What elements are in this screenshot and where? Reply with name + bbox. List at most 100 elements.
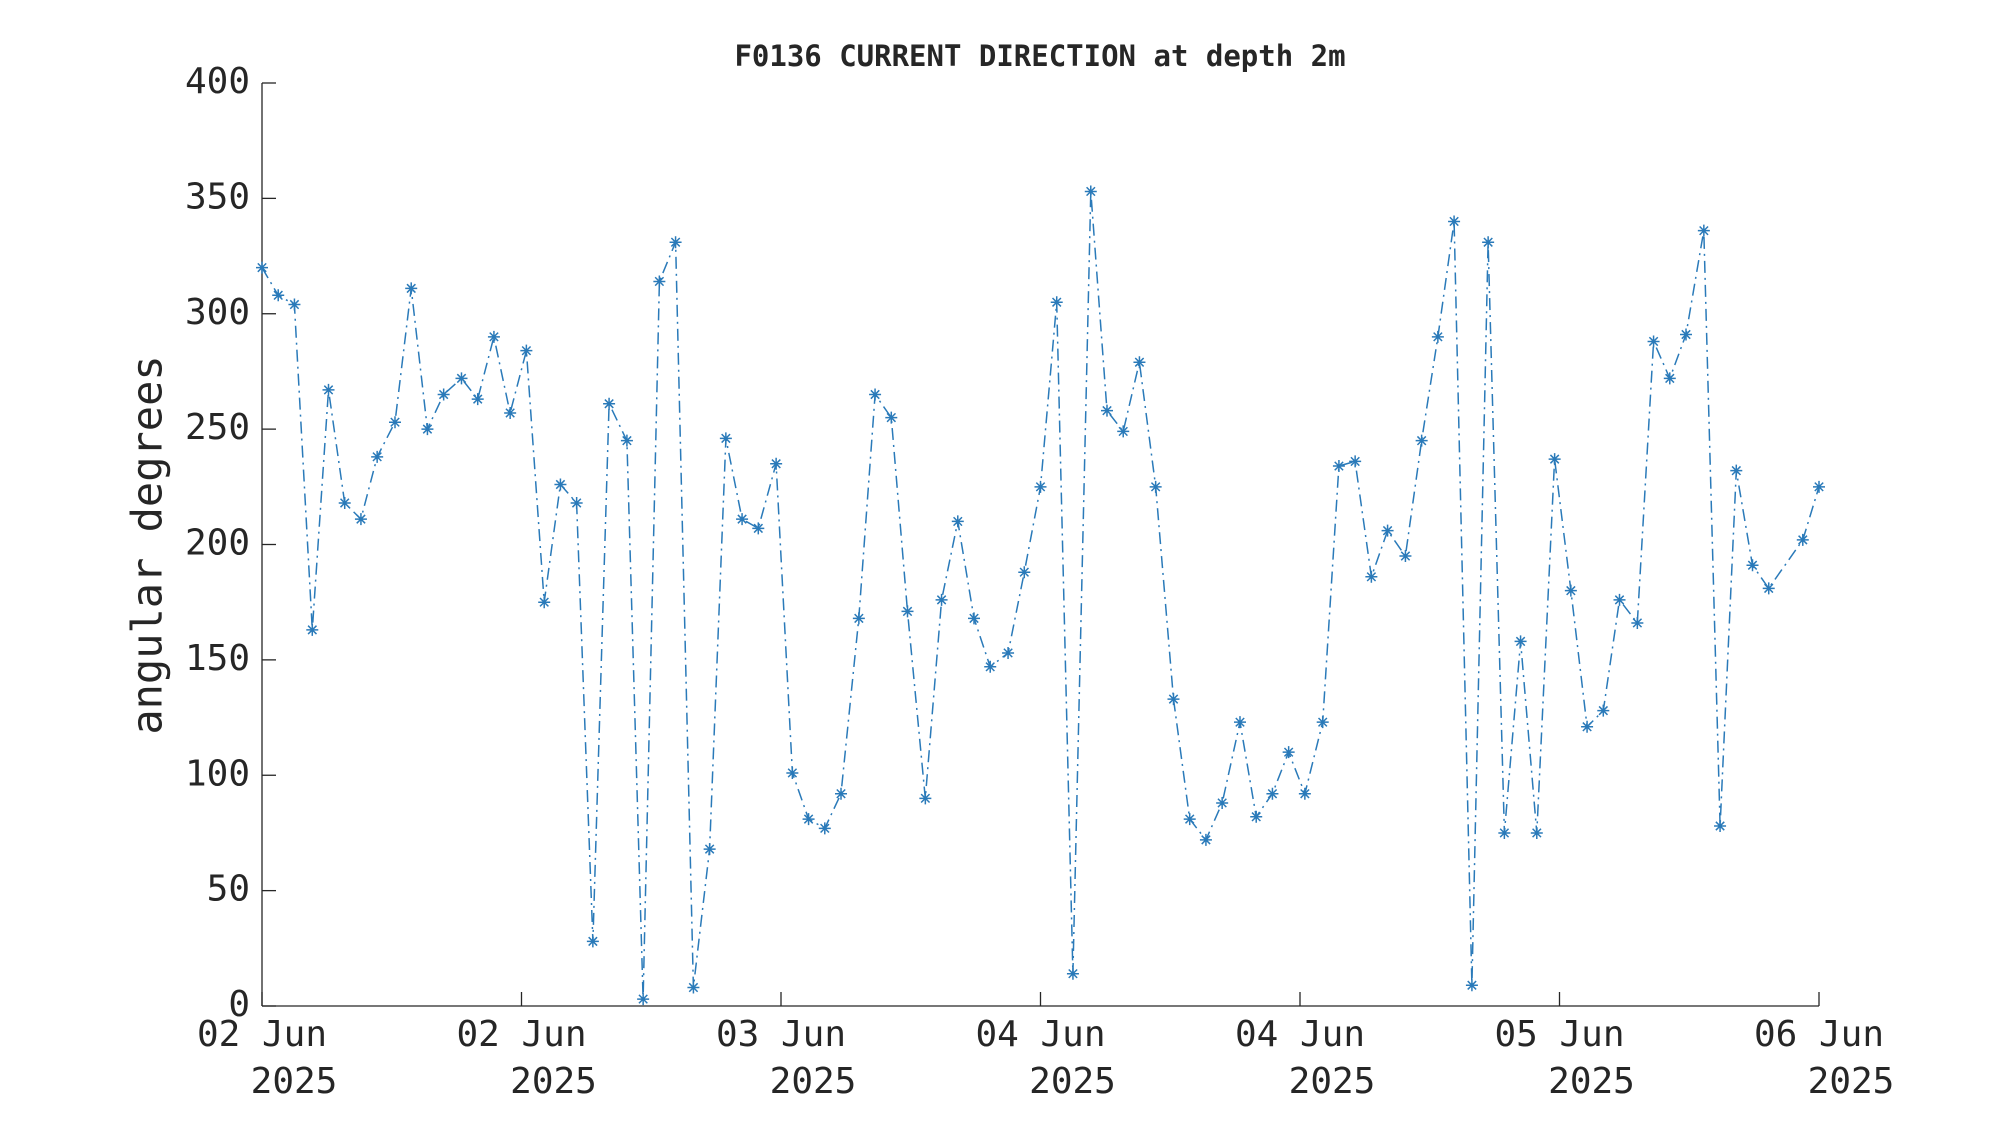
data-marker: [1084, 185, 1097, 198]
y-tick-label: 0: [228, 984, 250, 1025]
data-marker: [669, 236, 682, 249]
data-marker: [570, 496, 583, 509]
data-marker: [1183, 813, 1196, 826]
data-marker: [1216, 796, 1229, 809]
data-marker: [786, 766, 799, 779]
data-marker: [1813, 480, 1825, 493]
x-tick-label-line: 02 Jun: [197, 1014, 327, 1055]
data-marker: [1647, 335, 1660, 348]
data-marker: [1316, 716, 1329, 729]
data-marker: [1167, 693, 1180, 706]
data-marker: [1415, 434, 1428, 447]
data-marker: [869, 388, 882, 401]
data-marker: [703, 843, 716, 856]
data-marker: [1514, 635, 1527, 648]
data-marker: [1149, 480, 1162, 493]
data-marker: [637, 993, 650, 1006]
y-tick-label: 400: [185, 61, 250, 102]
y-axis-label: angular degrees: [123, 355, 172, 734]
data-marker: [852, 612, 865, 625]
data-marker: [322, 383, 335, 396]
data-marker: [1746, 559, 1759, 572]
data-marker: [968, 612, 981, 625]
data-marker: [504, 406, 517, 419]
data-marker: [1266, 787, 1279, 800]
data-marker: [719, 432, 732, 445]
data-marker: [802, 813, 815, 826]
data-marker: [1482, 236, 1495, 249]
data-marker: [1465, 979, 1478, 992]
data-marker: [818, 822, 831, 835]
x-tick-label-line: 06 Jun: [1754, 1014, 1884, 1055]
data-marker: [1530, 826, 1543, 839]
data-marker: [603, 397, 616, 410]
data-marker: [1250, 810, 1263, 823]
data-marker: [885, 411, 898, 424]
x-tick-label: 04 Jun 2025: [1235, 1014, 1375, 1102]
y-tick-label: 50: [207, 869, 250, 910]
data-marker: [1730, 464, 1743, 477]
data-marker: [388, 416, 401, 429]
x-tick-label-line: 05 Jun: [1494, 1014, 1624, 1055]
y-tick-label: 300: [185, 292, 250, 333]
data-marker: [338, 496, 351, 509]
x-tick-label-line: 2025: [1289, 1061, 1376, 1102]
data-marker: [487, 330, 500, 343]
data-marker: [1282, 746, 1295, 759]
data-marker: [1066, 967, 1079, 980]
data-marker: [901, 605, 914, 618]
data-marker: [1714, 820, 1727, 833]
data-marker: [1349, 455, 1362, 468]
data-marker: [919, 792, 932, 805]
data-marker: [1034, 480, 1047, 493]
data-marker: [1663, 372, 1676, 385]
x-tick-label-line: 2025: [770, 1061, 857, 1102]
data-marker: [1365, 570, 1378, 583]
data-marker: [421, 423, 434, 436]
data-marker: [736, 513, 749, 526]
data-marker: [586, 935, 599, 948]
data-marker: [951, 515, 964, 528]
data-marker: [437, 388, 450, 401]
data-marker: [1002, 646, 1015, 659]
data-marker: [1697, 224, 1710, 237]
data-marker: [1680, 328, 1693, 341]
data-marker: [752, 522, 765, 535]
x-tick-label-line: 2025: [1808, 1061, 1895, 1102]
data-marker: [770, 457, 783, 470]
data-marker: [371, 450, 384, 463]
data-marker: [1631, 616, 1644, 629]
x-tick-label-line: 2025: [1548, 1061, 1635, 1102]
data-marker: [272, 289, 285, 302]
data-marker: [835, 787, 848, 800]
data-marker: [288, 298, 301, 311]
data-marker: [538, 596, 551, 609]
y-tick-label: 150: [185, 638, 250, 679]
data-marker: [1581, 720, 1594, 733]
x-tick-label: 04 Jun 2025: [975, 1014, 1115, 1102]
x-tick-label-line: 03 Jun: [716, 1014, 846, 1055]
x-tick-label-line: 04 Jun: [1235, 1014, 1365, 1055]
data-marker: [1233, 716, 1246, 729]
data-marker: [1796, 533, 1809, 546]
data-marker: [1448, 215, 1461, 228]
data-marker: [620, 434, 633, 447]
chart-title: F0136 CURRENT DIRECTION at depth 2m: [734, 39, 1345, 73]
data-marker: [520, 344, 533, 357]
data-marker: [1133, 356, 1146, 369]
data-marker: [306, 623, 319, 636]
data-marker: [1564, 584, 1577, 597]
data-marker: [687, 981, 700, 994]
data-line: [261, 191, 1820, 1000]
data-marker: [354, 513, 367, 526]
x-tick-label: 05 Jun 2025: [1494, 1014, 1634, 1102]
data-marker: [256, 261, 268, 274]
data-marker: [1548, 453, 1561, 466]
data-marker: [1597, 704, 1610, 717]
data-marker: [1431, 330, 1444, 343]
x-tick-label: 02 Jun 2025: [456, 1014, 596, 1102]
data-marker: [1381, 524, 1394, 537]
data-marker: [405, 282, 418, 295]
